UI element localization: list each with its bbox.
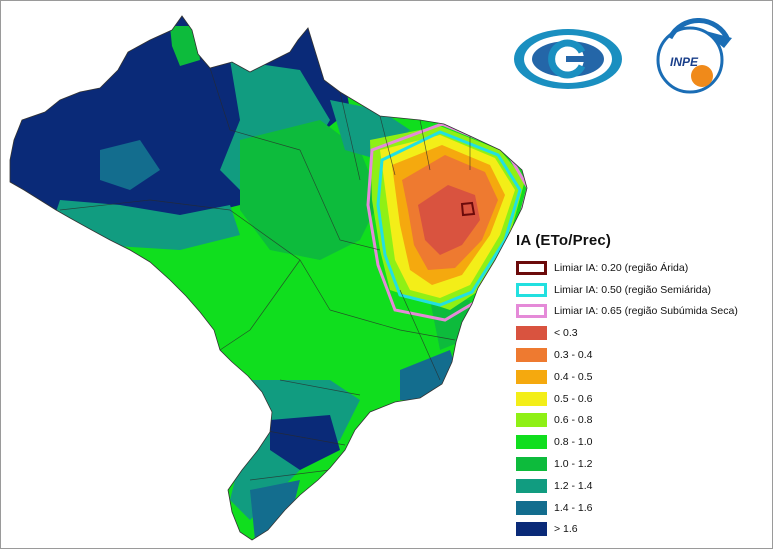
legend-class-swatch bbox=[516, 391, 547, 406]
legend-class-label: 0.3 - 0.4 bbox=[554, 349, 593, 362]
legend-class-item: > 1.6 bbox=[512, 519, 770, 541]
legend-class-item: 1.0 - 1.2 bbox=[512, 453, 770, 475]
legend-threshold-label: Limiar IA: 0.50 (região Semiárida) bbox=[554, 283, 711, 296]
legend-class-swatch bbox=[516, 413, 547, 428]
legend-class-item: < 0.3 bbox=[512, 322, 770, 344]
legend-threshold-swatch bbox=[516, 260, 547, 275]
legend-class-swatch bbox=[516, 522, 547, 537]
legend-class-label: < 0.3 bbox=[554, 327, 578, 340]
legend-class-swatch bbox=[516, 500, 547, 515]
inpe-logo: INPE bbox=[656, 18, 732, 94]
legend-class-label: 0.6 - 0.8 bbox=[554, 414, 593, 427]
legend-class-swatch bbox=[516, 369, 547, 384]
legend-class-label: 0.5 - 0.6 bbox=[554, 392, 593, 405]
legend-class-swatch bbox=[516, 478, 547, 493]
legend-threshold-item: Limiar IA: 0.20 (região Árida) bbox=[512, 257, 770, 279]
legend-class-item: 0.5 - 0.6 bbox=[512, 388, 770, 410]
legend-class-label: 0.8 - 1.0 bbox=[554, 436, 593, 449]
cptec-logo bbox=[514, 29, 622, 89]
legend-class-item: 0.4 - 0.5 bbox=[512, 366, 770, 388]
legend-class-swatch bbox=[516, 326, 547, 341]
legend-class-label: > 1.6 bbox=[554, 523, 578, 536]
legend-threshold-item: Limiar IA: 0.50 (região Semiárida) bbox=[512, 279, 770, 301]
legend-threshold-label: Limiar IA: 0.65 (região Subúmida Seca) bbox=[554, 305, 738, 318]
legend-threshold-item: Limiar IA: 0.65 (região Subúmida Seca) bbox=[512, 301, 770, 323]
legend-threshold-swatch bbox=[516, 304, 547, 319]
legend-threshold-label: Limiar IA: 0.20 (região Árida) bbox=[554, 261, 689, 274]
legend-items: Limiar IA: 0.20 (região Árida) Limiar IA:… bbox=[512, 257, 770, 540]
legend-class-item: 0.8 - 1.0 bbox=[512, 431, 770, 453]
legend-class-item: 1.4 - 1.6 bbox=[512, 497, 770, 519]
map-legend: IA (ETo/Prec) Limiar IA: 0.20 (região Ár… bbox=[512, 232, 770, 540]
legend-class-item: 1.2 - 1.4 bbox=[512, 475, 770, 497]
legend-class-swatch bbox=[516, 457, 547, 472]
legend-title: IA (ETo/Prec) bbox=[516, 232, 612, 249]
legend-threshold-swatch bbox=[516, 282, 547, 297]
legend-class-label: 0.4 - 0.5 bbox=[554, 370, 593, 383]
legend-class-label: 1.4 - 1.6 bbox=[554, 501, 593, 514]
legend-class-swatch bbox=[516, 435, 547, 450]
legend-class-item: 0.6 - 0.8 bbox=[512, 410, 770, 432]
inpe-logo-text: INPE bbox=[670, 55, 699, 69]
legend-class-label: 1.0 - 1.2 bbox=[554, 458, 593, 471]
legend-class-item: 0.3 - 0.4 bbox=[512, 344, 770, 366]
legend-class-swatch bbox=[516, 348, 547, 363]
legend-class-label: 1.2 - 1.4 bbox=[554, 479, 593, 492]
